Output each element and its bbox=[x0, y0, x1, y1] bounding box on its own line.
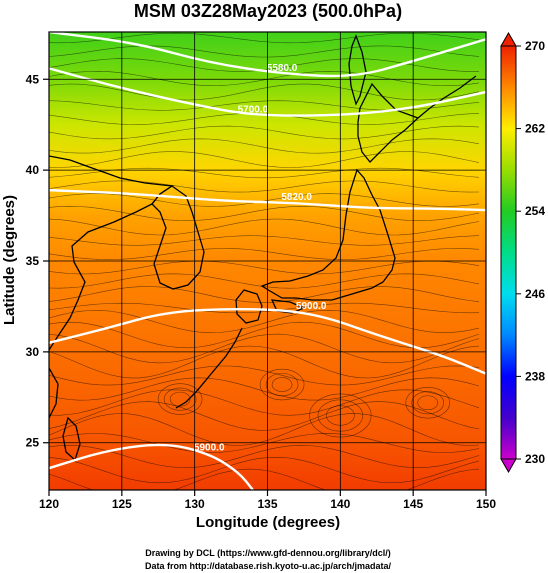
colorbar-tick-label: 246 bbox=[525, 287, 545, 301]
height-contours: 5580.0 5700.0 5820.0 5900.0 5900.0 bbox=[49, 32, 486, 490]
height-contour-line bbox=[49, 32, 486, 78]
colorbar-tick-label: 262 bbox=[525, 122, 545, 136]
wind-streamline bbox=[49, 205, 480, 222]
colorbar-bottom-arrow bbox=[500, 458, 517, 474]
wind-streamline bbox=[49, 45, 480, 58]
y-axis-label: Latitude (degrees) bbox=[1, 195, 18, 325]
coastline-japan-kyushu bbox=[235, 289, 263, 324]
chart-title: MSM 03Z28May2023 (500.0hPa) bbox=[134, 1, 402, 21]
coastline-china bbox=[49, 155, 174, 351]
wind-streamline bbox=[49, 456, 480, 484]
wind-streamline bbox=[49, 100, 480, 111]
height-contour-label: 5900.0 bbox=[194, 443, 225, 454]
grid-lines bbox=[49, 32, 486, 490]
y-tick-label: 40 bbox=[26, 163, 40, 177]
wind-circulation-loop bbox=[271, 377, 293, 392]
coastline-japan-hokkaido bbox=[357, 82, 420, 163]
wind-streamline bbox=[49, 401, 480, 431]
plot-area: 5580.0 5700.0 5820.0 5900.0 5900.0 bbox=[48, 31, 487, 491]
colorbar-top-arrow bbox=[500, 31, 517, 47]
wind-streamlines bbox=[49, 32, 480, 490]
coastline-kuril-islands bbox=[417, 75, 477, 119]
wind-circulation-loop bbox=[405, 387, 451, 419]
x-tick-label: 120 bbox=[39, 497, 59, 511]
wind-streamline bbox=[49, 260, 480, 275]
wind-streamline bbox=[49, 218, 480, 236]
wind-circulation-loop bbox=[259, 368, 305, 401]
x-tick-label: 145 bbox=[403, 497, 423, 511]
coastline-china-south bbox=[49, 367, 59, 419]
height-contour-line bbox=[49, 188, 486, 212]
colorbar-tick-label: 238 bbox=[525, 369, 545, 383]
wind-streamline bbox=[49, 167, 480, 179]
wind-streamline bbox=[49, 302, 480, 314]
y-axis: 25 30 35 40 45 bbox=[26, 72, 49, 450]
x-axis-label: Longitude (degrees) bbox=[196, 514, 340, 531]
wind-streamline bbox=[49, 345, 480, 379]
wind-streamline bbox=[49, 248, 480, 260]
wind-streamline bbox=[49, 235, 480, 246]
wind-streamline bbox=[49, 321, 480, 349]
wind-streamline bbox=[49, 433, 480, 453]
wind-circulation-loop bbox=[417, 395, 439, 411]
credit-drawing: Drawing by DCL (https://www.gfd-dennou.o… bbox=[145, 548, 391, 558]
wind-streamline bbox=[49, 286, 480, 303]
wind-circulation-loop bbox=[163, 387, 197, 411]
height-contour-line bbox=[49, 67, 486, 117]
y-tick-label: 35 bbox=[26, 254, 40, 268]
x-axis: 120 125 130 135 140 145 150 bbox=[39, 490, 496, 511]
wind-circulation-loop bbox=[157, 383, 203, 415]
wind-streamline bbox=[49, 138, 480, 154]
colorbar: 230 238 246 254 262 270 bbox=[500, 31, 545, 474]
colorbar-tick-label: 230 bbox=[525, 452, 545, 466]
wind-streamline bbox=[49, 70, 480, 87]
wind-streamline bbox=[49, 180, 480, 193]
colorbar-tick-label: 254 bbox=[525, 204, 545, 218]
coastline-japan-honshu bbox=[260, 168, 396, 301]
x-tick-label: 135 bbox=[257, 497, 277, 511]
wind-circulation-loop bbox=[411, 391, 445, 415]
y-tick-label: 25 bbox=[26, 436, 40, 450]
wind-streamline bbox=[49, 444, 480, 469]
wind-streamline bbox=[49, 83, 480, 101]
colorbar-ticks: 230 238 246 254 262 270 bbox=[516, 39, 545, 466]
wind-streamline bbox=[49, 389, 480, 416]
wind-streamline bbox=[49, 309, 480, 334]
colorbar-body bbox=[500, 45, 517, 460]
wind-streamline bbox=[49, 413, 480, 446]
x-tick-label: 125 bbox=[112, 497, 132, 511]
x-tick-label: 150 bbox=[476, 497, 496, 511]
colorbar-tick-label: 270 bbox=[525, 39, 545, 53]
height-contour-label: 5820.0 bbox=[281, 192, 312, 203]
height-contour-line bbox=[49, 307, 486, 375]
x-tick-label: 130 bbox=[185, 497, 205, 511]
height-contour-label: 5900.0 bbox=[296, 301, 327, 312]
y-tick-label: 45 bbox=[26, 72, 40, 86]
height-contour-line bbox=[49, 443, 254, 490]
wind-streamline bbox=[49, 32, 480, 44]
coastline-okinawa-chain bbox=[175, 327, 243, 409]
height-contour-label: 5700.0 bbox=[238, 105, 269, 116]
wind-streamline bbox=[49, 365, 480, 386]
wind-streamline bbox=[49, 125, 480, 140]
wind-streamline bbox=[49, 333, 480, 364]
wind-streamline bbox=[49, 151, 480, 168]
coastline-japan-sakhalin bbox=[348, 34, 367, 106]
wind-streamline bbox=[49, 377, 480, 401]
wind-circulation-loop bbox=[265, 373, 299, 397]
height-contour-label: 5580.0 bbox=[267, 63, 298, 74]
x-tick-label: 140 bbox=[330, 497, 350, 511]
credit-data: Data from http://database.rish.kyoto-u.a… bbox=[145, 561, 392, 571]
y-tick-label: 30 bbox=[26, 345, 40, 359]
